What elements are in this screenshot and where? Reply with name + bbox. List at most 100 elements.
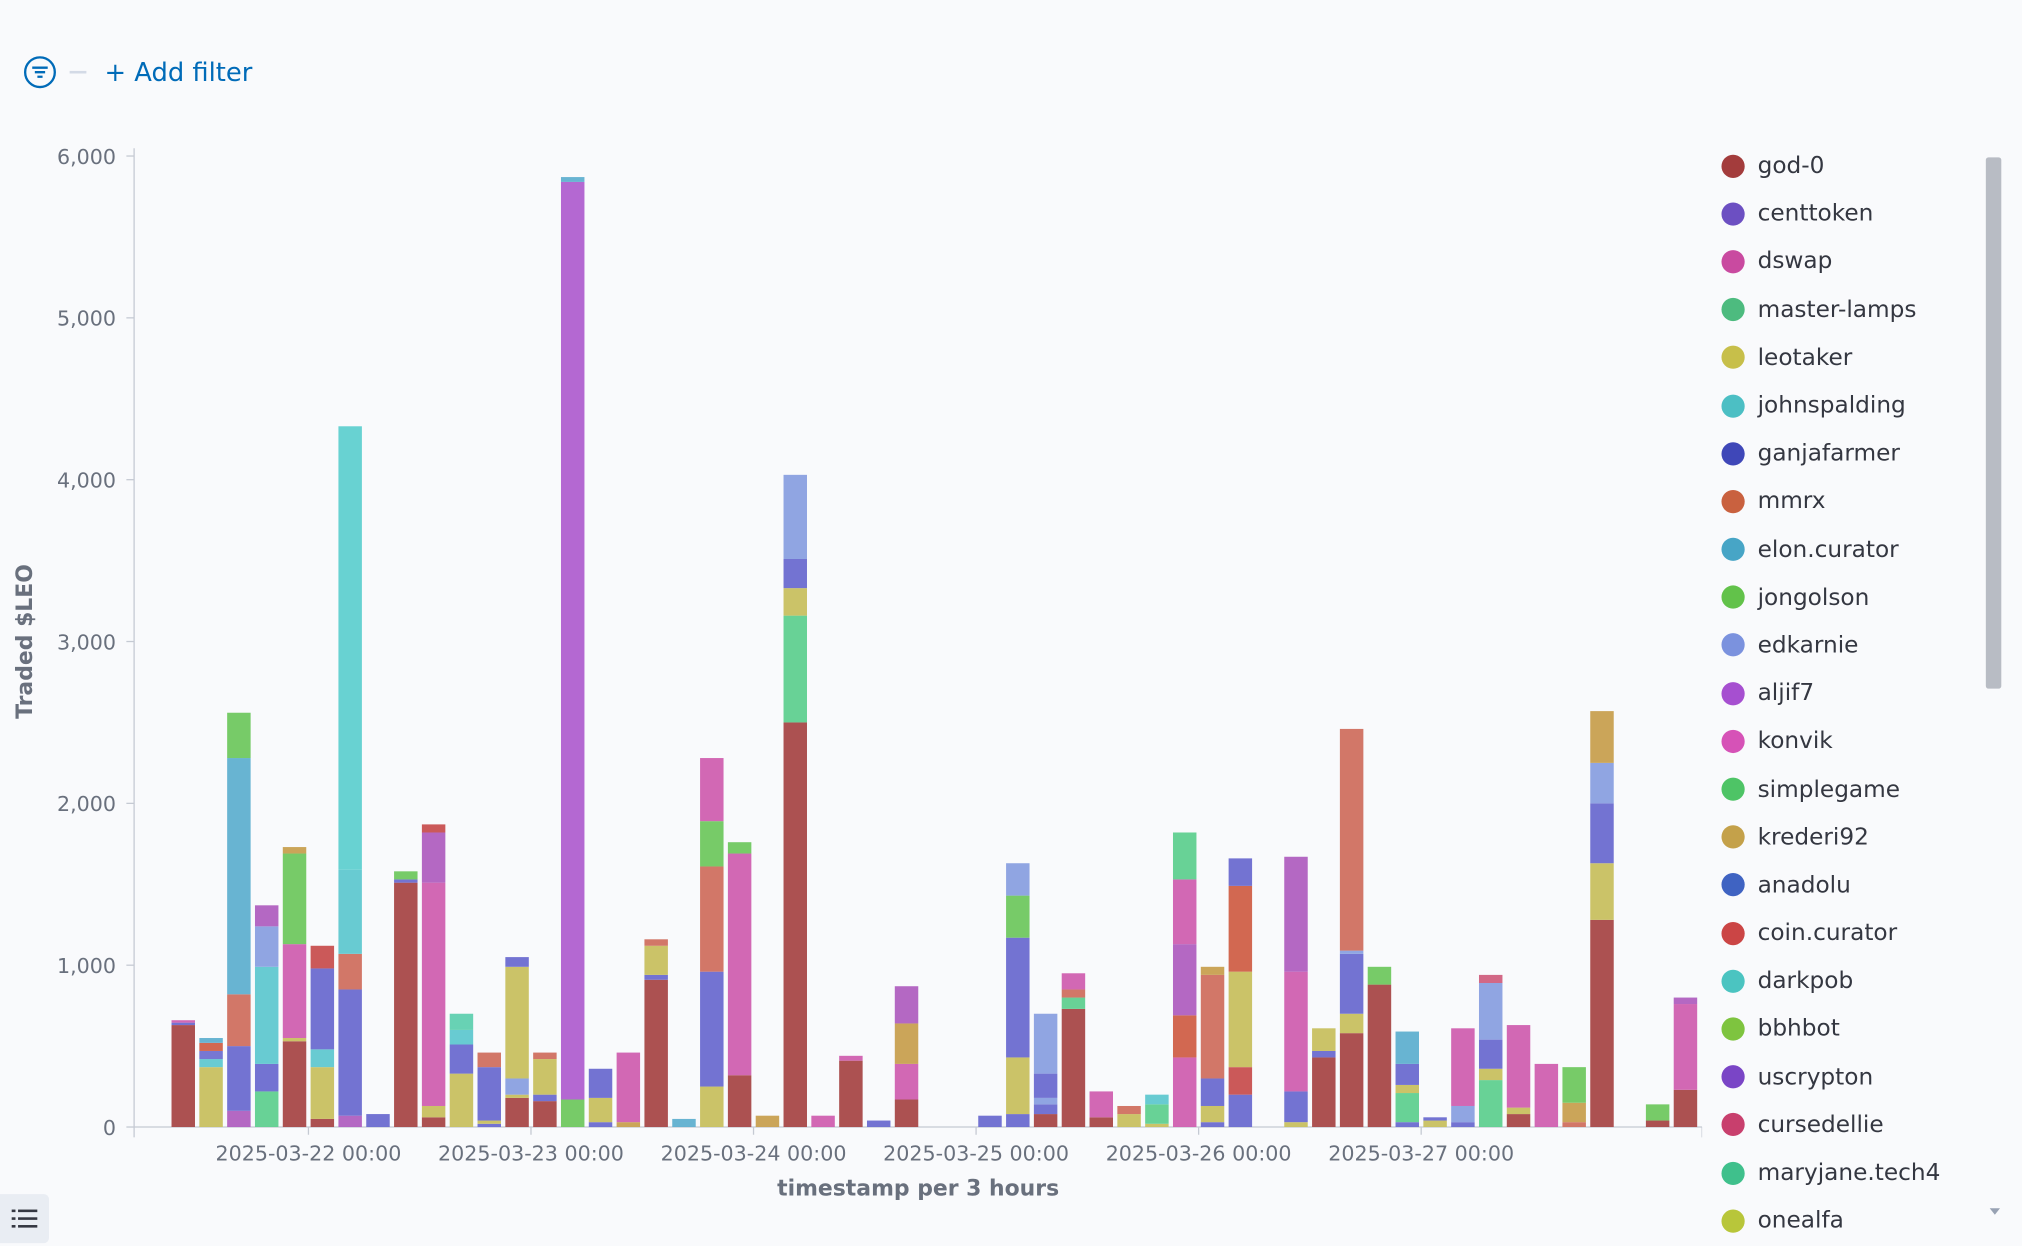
- bar-segment[interactable]: [811, 1115, 835, 1128]
- bar-segment[interactable]: [533, 1094, 557, 1102]
- bar-segment[interactable]: [1478, 1080, 1503, 1128]
- bar-segment[interactable]: [616, 1052, 641, 1123]
- bar-segment[interactable]: [338, 953, 362, 990]
- bar-segment[interactable]: [700, 1086, 724, 1128]
- bar-segment[interactable]: [227, 712, 251, 759]
- bar-segment[interactable]: [1590, 803, 1614, 864]
- legend-scroll-down-icon[interactable]: [1989, 1208, 2001, 1215]
- bar-segment[interactable]: [1061, 997, 1086, 1009]
- bar-segment[interactable]: [755, 1115, 780, 1128]
- bar-segment[interactable]: [1590, 711, 1614, 763]
- bar-segment[interactable]: [477, 1120, 501, 1124]
- bar-segment[interactable]: [700, 758, 724, 822]
- bar-segment[interactable]: [421, 832, 446, 883]
- bar-segment[interactable]: [477, 1052, 501, 1068]
- bar-stack[interactable]: [1506, 1025, 1531, 1128]
- bar-series[interactable]: [171, 177, 1698, 1128]
- bar-segment[interactable]: [1506, 1114, 1531, 1128]
- bar-segment[interactable]: [1033, 1114, 1058, 1128]
- bar-segment[interactable]: [1645, 1104, 1670, 1121]
- bar-segment[interactable]: [672, 1118, 696, 1128]
- bar-segment[interactable]: [1395, 1093, 1419, 1123]
- legend-item[interactable]: konvik: [1710, 717, 1968, 765]
- bar-stack[interactable]: [1228, 858, 1253, 1128]
- bar-segment[interactable]: [310, 1049, 335, 1068]
- bar-segment[interactable]: [310, 1067, 335, 1119]
- bar-stack[interactable]: [1006, 863, 1030, 1128]
- bar-segment[interactable]: [505, 1097, 529, 1128]
- bar-segment[interactable]: [1006, 937, 1030, 1058]
- bar-segment[interactable]: [727, 842, 752, 854]
- bar-segment[interactable]: [727, 853, 752, 1076]
- bar-segment[interactable]: [1284, 856, 1308, 972]
- bar-segment[interactable]: [1145, 1094, 1169, 1105]
- bar-segment[interactable]: [171, 1022, 195, 1026]
- bar-segment[interactable]: [254, 1091, 279, 1128]
- bar-segment[interactable]: [978, 1115, 1002, 1128]
- bar-segment[interactable]: [1645, 1120, 1670, 1128]
- bar-segment[interactable]: [1145, 1104, 1169, 1124]
- bar-segment[interactable]: [1339, 950, 1364, 954]
- bar-segment[interactable]: [1506, 1025, 1531, 1108]
- bar-stack[interactable]: [505, 957, 529, 1128]
- bar-segment[interactable]: [1006, 1057, 1030, 1115]
- bar-segment[interactable]: [1284, 1122, 1308, 1128]
- toggle-legend-button[interactable]: [0, 1194, 50, 1244]
- bar-segment[interactable]: [477, 1123, 501, 1128]
- bar-segment[interactable]: [199, 1050, 223, 1060]
- bar-segment[interactable]: [1172, 944, 1197, 1016]
- bar-segment[interactable]: [1172, 832, 1197, 880]
- bar-segment[interactable]: [1117, 1105, 1141, 1115]
- bar-stack[interactable]: [310, 945, 335, 1128]
- bar-segment[interactable]: [254, 905, 279, 927]
- bar-stack[interactable]: [978, 1115, 1002, 1128]
- bar-segment[interactable]: [1061, 973, 1086, 990]
- bar-stack[interactable]: [1590, 711, 1614, 1128]
- bar-segment[interactable]: [588, 1122, 613, 1128]
- bar-stack[interactable]: [282, 847, 307, 1128]
- bar-segment[interactable]: [1395, 1122, 1419, 1128]
- bar-stack[interactable]: [1395, 1031, 1419, 1128]
- legend-item[interactable]: edkarnie: [1710, 621, 1968, 669]
- bar-stack[interactable]: [366, 1114, 390, 1128]
- bar-segment[interactable]: [1478, 1039, 1503, 1069]
- legend-item[interactable]: johnspalding: [1710, 382, 1968, 430]
- bar-segment[interactable]: [1506, 1107, 1531, 1115]
- bar-segment[interactable]: [477, 1067, 501, 1121]
- bar-segment[interactable]: [588, 1068, 613, 1098]
- bar-segment[interactable]: [394, 879, 418, 883]
- bar-segment[interactable]: [1145, 1123, 1169, 1128]
- bar-segment[interactable]: [505, 1078, 529, 1095]
- bar-segment[interactable]: [588, 1097, 613, 1123]
- bar-segment[interactable]: [1451, 1105, 1475, 1123]
- bar-segment[interactable]: [644, 945, 668, 975]
- bar-segment[interactable]: [644, 939, 668, 946]
- legend-item[interactable]: anadolu: [1710, 861, 1968, 909]
- bar-segment[interactable]: [282, 1041, 307, 1128]
- bar-stack[interactable]: [1423, 1117, 1447, 1128]
- bar-segment[interactable]: [1367, 984, 1392, 1128]
- bar-segment[interactable]: [783, 588, 807, 616]
- bar-segment[interactable]: [1200, 1122, 1225, 1128]
- bar-segment[interactable]: [1006, 863, 1030, 896]
- bar-segment[interactable]: [783, 722, 807, 1128]
- legend-scrollbar-thumb[interactable]: [1985, 157, 2002, 689]
- bar-segment[interactable]: [894, 1099, 919, 1128]
- bar-segment[interactable]: [1200, 1078, 1225, 1106]
- bar-stack[interactable]: [839, 1055, 863, 1128]
- bar-stack[interactable]: [227, 712, 251, 1128]
- bar-segment[interactable]: [421, 1105, 446, 1118]
- legend-item[interactable]: leotaker: [1710, 334, 1968, 382]
- bar-stack[interactable]: [700, 758, 724, 1128]
- bar-segment[interactable]: [1228, 858, 1253, 886]
- bar-segment[interactable]: [449, 1044, 474, 1074]
- bar-segment[interactable]: [282, 1038, 307, 1042]
- bar-segment[interactable]: [533, 1101, 557, 1128]
- bar-segment[interactable]: [1451, 1122, 1475, 1128]
- bar-segment[interactable]: [727, 1075, 752, 1128]
- legend-item[interactable]: cursedellie: [1710, 1101, 1968, 1149]
- bar-segment[interactable]: [533, 1052, 557, 1060]
- bar-segment[interactable]: [1033, 1013, 1058, 1074]
- bar-segment[interactable]: [1312, 1050, 1336, 1058]
- bar-stack[interactable]: [616, 1052, 641, 1128]
